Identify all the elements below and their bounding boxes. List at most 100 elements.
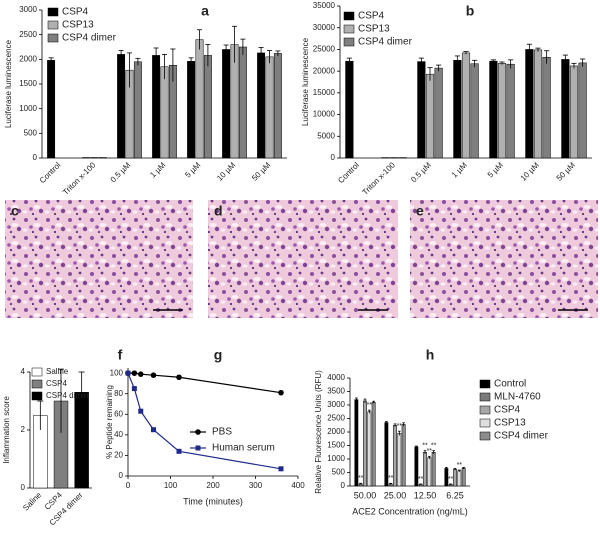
y-tick-label: 40 [114,430,123,439]
bar [222,49,231,159]
x-tick-label: 300 [249,481,263,490]
legend-label: CSP4 dimer [62,33,117,44]
bar [133,61,142,159]
legend-swatch [479,405,491,415]
legend-swatch [47,7,59,17]
bar [489,60,498,159]
legend-label: CSP4 [46,379,67,388]
y-axis-label: Relative Fluorescence Units (RFU) [314,370,323,494]
histology-image [5,200,193,318]
y-tick-label: 10000 [313,110,336,119]
legend-swatch [479,431,491,441]
x-axis-label: ACE2 Concentration (ng/mL) [352,506,468,516]
marker [195,429,201,435]
legend-label: CSP4 dimer [358,37,413,48]
marker [195,445,201,451]
x-tick-label: 12.50 [414,490,437,500]
y-tick-label: 2500 [19,30,37,39]
bar [427,457,432,487]
y-tick-label: 1500 [327,441,345,450]
panel-label: f [118,347,123,363]
marker [137,371,144,377]
panel-label: a [201,3,209,19]
x-tick-label: 0 [126,481,131,490]
bar [423,452,427,487]
significance-label: ** [422,442,428,449]
x-tick-label: Triton x-100 [361,160,398,197]
y-tick-label: 0 [33,153,38,162]
bar [371,402,376,487]
y-tick-label: 2000 [19,54,37,63]
significance-label: ** [388,475,394,482]
y-tick-label: 500 [332,468,346,477]
panel-label: h [426,347,435,363]
y-tick-label: 20000 [313,66,336,75]
significance-label: ** [431,442,437,449]
y-axis-label: Luciferase luminescence [301,37,310,126]
marker [131,370,138,376]
y-tick-label: 100 [110,368,124,377]
legend-label: Saline [46,367,69,376]
legend-swatch [47,20,59,30]
bar [203,55,212,159]
y-tick-label: 0 [341,481,346,490]
legend-label: PBS [212,427,232,438]
marker [278,466,284,472]
legend-swatch [31,379,43,389]
x-tick-label: 1 µM [450,160,469,179]
legend-swatch [31,367,43,377]
bar [525,49,534,159]
panel-label: g [214,347,223,363]
x-tick-label: Control [38,160,63,185]
legend-label: CSP4 [494,405,521,416]
legend-swatch [343,11,355,21]
y-tick-label: 35000 [313,1,336,10]
x-tick-label: 50 µM [250,160,272,182]
significance-label: ** [418,476,424,483]
bar [533,49,543,159]
bar [273,53,282,159]
marker [176,448,182,454]
bar [569,65,579,159]
panel-label: e [416,203,424,219]
legend-label: CSP4 dimer [46,391,89,400]
significance-label: ** [448,476,454,483]
histology-image [208,200,398,318]
significance-label: ** [397,423,403,430]
bar [506,63,515,159]
bar [453,469,457,487]
y-tick-label: 5000 [317,131,335,140]
y-tick-label: 3500 [327,387,345,396]
y-tick-label: 0 [331,153,336,162]
bar [354,399,359,487]
marker [138,408,144,414]
significance-label: ** [358,475,364,482]
x-axis-label: Time (minutes) [183,496,243,506]
y-tick-label: 80 [114,389,123,398]
x-tick-label: 50.00 [354,490,377,500]
y-tick-label: 0 [119,471,124,480]
y-tick-label: 2500 [327,414,345,423]
x-tick-label: 1 µM [148,160,167,179]
legend-swatch [479,392,491,402]
legend-label: CSP13 [62,20,94,31]
y-axis-label: % Peptide remaining [105,385,114,459]
bar [345,60,354,159]
bar [187,61,196,159]
bar [431,452,436,487]
bar [195,39,204,159]
y-tick-label: 0 [21,483,26,492]
bar [542,56,551,159]
bar [497,63,507,159]
legend-label: CSP13 [494,418,526,429]
y-axis-label: Luciferase luminescence [4,39,13,128]
panel-label: d [214,203,223,219]
bar [47,60,56,159]
legend-label: CSP13 [358,24,390,35]
y-tick-label: 2000 [327,427,345,436]
y-tick-label: 4000 [327,373,345,382]
panel-label: c [11,203,19,219]
legend-label: CSP4 dimer [494,431,549,442]
significance-label: ** [457,462,463,469]
